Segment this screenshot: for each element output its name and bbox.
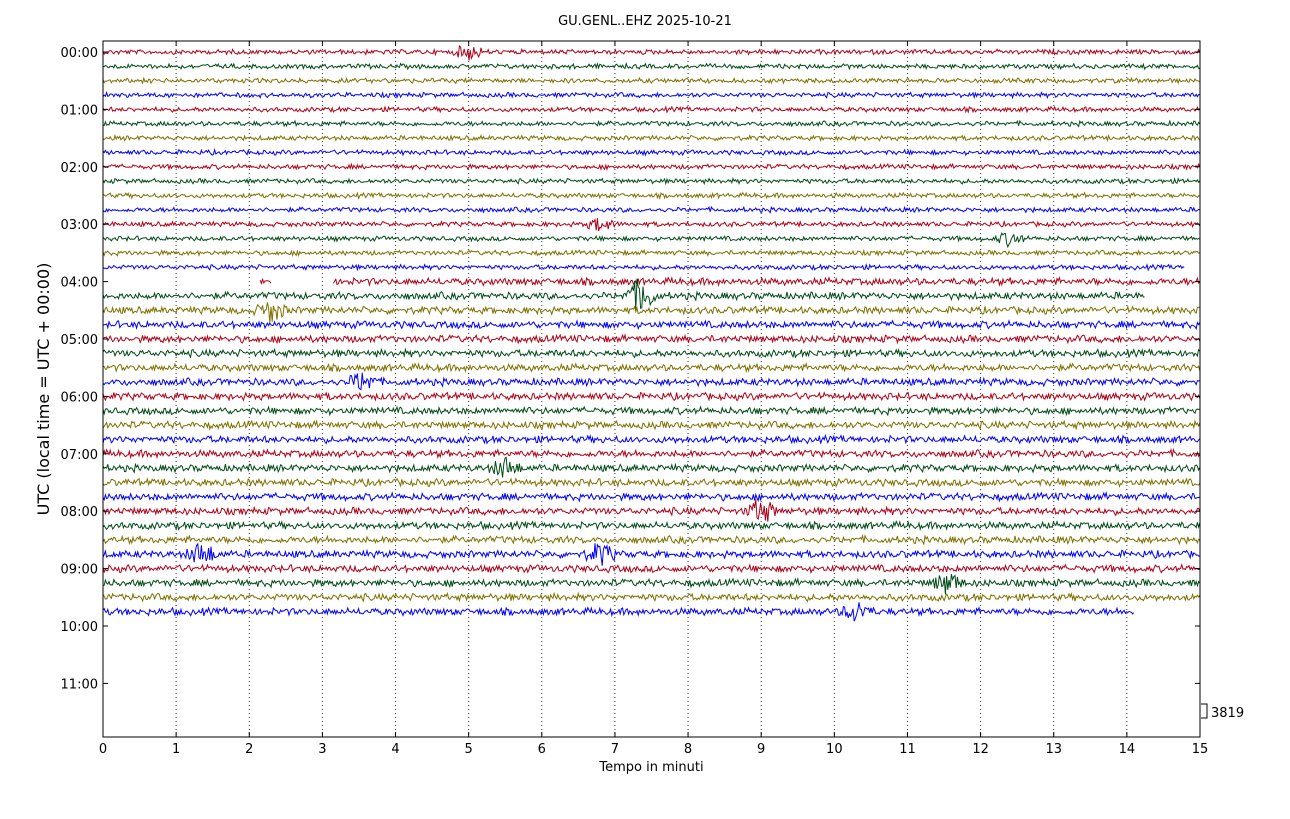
trace-12 <box>102 218 1201 232</box>
trace-30 <box>102 477 1201 489</box>
y-axis-label: UTC (local time = UTC + 00:00) <box>34 263 53 516</box>
trace-19 <box>102 319 1201 331</box>
trace-16 <box>259 276 1201 288</box>
trace-5 <box>102 119 1201 128</box>
chart-title: GU.GENL..EHZ 2025-10-21 <box>558 14 732 29</box>
x-tick-label-12: 12 <box>972 742 989 757</box>
trace-13 <box>102 232 1200 249</box>
x-tick-label-8: 8 <box>684 742 692 757</box>
grid-lines <box>175 41 1128 737</box>
trace-39 <box>102 602 1135 622</box>
trace-15 <box>102 263 1185 272</box>
trace-35 <box>102 542 1200 566</box>
trace-34 <box>102 534 1201 546</box>
y-tick-label-6: 06:00 <box>61 390 98 405</box>
trace-24 <box>102 391 1201 402</box>
x-tick-label-5: 5 <box>465 742 473 757</box>
x-axis-label: Tempo in minuti <box>598 760 703 775</box>
trace-3 <box>102 90 1200 100</box>
x-tick-label-6: 6 <box>538 742 546 757</box>
trace-0 <box>102 45 1201 61</box>
y-tick-label-8: 08:00 <box>61 505 98 520</box>
x-tick-label-15: 15 <box>1192 742 1209 757</box>
y-tick-label-0: 00:00 <box>61 46 98 61</box>
trace-37 <box>103 573 1201 595</box>
trace-32 <box>102 499 1201 522</box>
x-tick-label-9: 9 <box>757 742 765 757</box>
x-axis-ticks: 0 1 2 3 4 5 6 7 8 9 10 11 12 13 14 15 <box>99 41 1208 757</box>
x-tick-label-2: 2 <box>245 742 253 757</box>
trace-8 <box>102 162 1201 171</box>
trace-4 <box>102 105 1201 114</box>
trace-31 <box>102 490 1200 503</box>
scale-bar: 3819 <box>1201 703 1244 721</box>
trace-11 <box>102 205 1200 214</box>
scale-bracket <box>1201 703 1208 719</box>
x-tick-label-4: 4 <box>391 742 399 757</box>
trace-29 <box>102 456 1201 478</box>
trace-36 <box>102 563 1201 575</box>
trace-22 <box>102 362 1201 374</box>
trace-1 <box>102 61 1200 71</box>
trace-18 <box>102 302 1200 323</box>
scale-value: 3819 <box>1211 706 1244 721</box>
y-tick-label-7: 07:00 <box>61 448 98 463</box>
x-tick-label-1: 1 <box>172 742 180 757</box>
y-axis-ticks: 00:00 01:00 02:00 03:00 04:00 05:00 06:00 07:00… <box>61 46 1200 692</box>
trace-9 <box>102 177 1201 186</box>
x-tick-label-10: 10 <box>826 742 843 757</box>
trace-26 <box>102 419 1201 431</box>
trace-6 <box>102 133 1201 143</box>
x-tick-label-7: 7 <box>611 742 619 757</box>
seismic-traces <box>102 45 1201 622</box>
trace-23 <box>102 372 1200 391</box>
trace-25 <box>102 405 1200 417</box>
trace-17 <box>102 278 1145 310</box>
y-tick-label-2: 02:00 <box>61 161 98 176</box>
x-tick-label-0: 0 <box>99 742 107 757</box>
y-tick-label-5: 05:00 <box>61 333 98 348</box>
plot-frame <box>102 40 1201 738</box>
y-tick-label-11: 11:00 <box>61 677 98 692</box>
trace-28 <box>102 447 1201 460</box>
trace-7 <box>102 147 1201 157</box>
x-tick-label-11: 11 <box>899 742 916 757</box>
x-tick-label-14: 14 <box>1119 742 1136 757</box>
trace-27 <box>102 434 1201 445</box>
trace-38 <box>102 591 1201 603</box>
y-tick-label-3: 03:00 <box>61 218 98 233</box>
y-tick-label-1: 01:00 <box>61 103 98 118</box>
trace-14 <box>102 248 1200 257</box>
x-tick-label-3: 3 <box>318 742 326 757</box>
trace-20 <box>102 333 1201 345</box>
y-tick-label-9: 09:00 <box>61 563 98 578</box>
trace-10 <box>102 191 1200 201</box>
trace-2 <box>102 76 1200 85</box>
trace-21 <box>102 347 1201 359</box>
y-tick-label-4: 04:00 <box>61 276 98 291</box>
x-tick-label-13: 13 <box>1045 742 1062 757</box>
trace-33 <box>102 520 1201 532</box>
y-tick-label-10: 10:00 <box>61 620 98 635</box>
